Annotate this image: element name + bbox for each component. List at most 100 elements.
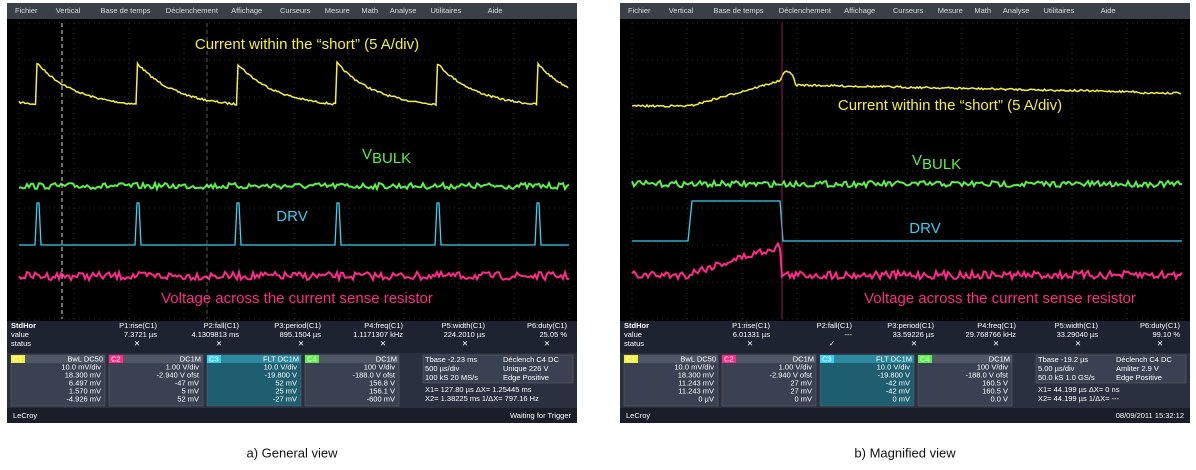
measure-value: 99.10 % xyxy=(1152,330,1180,339)
measure-status: ✕ xyxy=(216,339,222,348)
measure-area xyxy=(7,321,577,353)
menu-item[interactable]: Affichage xyxy=(231,6,262,15)
channel-value: 52 mV xyxy=(275,378,297,387)
menu-item[interactable]: Vertical xyxy=(56,6,81,15)
menu-item[interactable]: Math xyxy=(974,6,991,15)
menu-item[interactable]: Mesure xyxy=(938,6,963,15)
channel-box xyxy=(721,354,817,407)
row-label: StdHor xyxy=(624,321,649,330)
row-label: status xyxy=(624,339,644,348)
channel-value: -47 mV xyxy=(175,378,199,387)
channel-value: 160.5 V xyxy=(982,378,1008,387)
channel-tag xyxy=(11,355,25,363)
timebase-box xyxy=(422,354,574,384)
menu-item[interactable]: Aide xyxy=(488,6,503,15)
channel-header xyxy=(109,355,203,363)
menu-item[interactable]: Affichage xyxy=(844,6,875,15)
menu-item[interactable]: Math xyxy=(361,6,378,15)
channel-name[interactable]: C1 xyxy=(626,354,636,363)
menu-item[interactable]: Analyse xyxy=(390,6,417,15)
measure-value: 4.1309813 ms xyxy=(191,330,239,339)
menu-item[interactable]: Fichier xyxy=(15,6,38,15)
measure-name: P4:freq(C1) xyxy=(977,321,1016,330)
menu-item[interactable]: Utilitaires xyxy=(1044,6,1075,15)
channel-value: 0.0 V xyxy=(990,394,1008,403)
channel-mode: DC1M xyxy=(989,354,1010,363)
row-label: value xyxy=(624,330,642,339)
channel-value: 100 V/div xyxy=(977,362,1009,371)
channel-mode: BwL DC50 xyxy=(680,354,716,363)
channel-value: 25 mV xyxy=(275,386,297,395)
annotation: BULK xyxy=(372,150,411,167)
channel-mode: BwL DC50 xyxy=(67,354,103,363)
measure-name: P2:fall(C1) xyxy=(204,321,240,330)
channel-name[interactable]: C2 xyxy=(111,354,121,363)
menu-item[interactable]: Curseurs xyxy=(280,6,311,15)
channel-box xyxy=(819,354,915,407)
channel-value: 18.300 mV xyxy=(678,370,714,379)
measure-status: ✕ xyxy=(747,339,753,348)
measure-status: ✕ xyxy=(1157,339,1163,348)
menu-item[interactable]: Fichier xyxy=(628,6,651,15)
channel-mode: DC1M xyxy=(793,354,814,363)
trace-sense xyxy=(18,268,570,284)
channel-value: 5 mV xyxy=(181,386,199,395)
channel-header xyxy=(820,355,914,363)
menu-item[interactable]: Déclenchement xyxy=(779,6,832,15)
channel-tag xyxy=(624,355,638,363)
channel-name[interactable]: C1 xyxy=(13,354,23,363)
menu-item[interactable]: Base de temps xyxy=(101,6,151,15)
cursor-value: X1= 127.80 µs ΔX= 1.25445 ms xyxy=(425,385,532,394)
channel-box xyxy=(206,354,302,407)
channel-value: -19.800 V xyxy=(264,370,297,379)
menu-item[interactable]: Mesure xyxy=(325,6,350,15)
channel-value: 100 V/div xyxy=(364,362,396,371)
menu-item[interactable]: Aide xyxy=(1101,6,1116,15)
menu-item[interactable]: Déclenchement xyxy=(166,6,219,15)
channel-box xyxy=(108,354,204,407)
annotation: DRV xyxy=(909,220,940,237)
channel-value: -188.0 V ofst xyxy=(965,370,1008,379)
channel-box xyxy=(917,354,1013,407)
annotation: Current within the “short” (5 A/div) xyxy=(195,36,419,53)
channel-name[interactable]: C4 xyxy=(920,354,930,363)
channel-value: 1.570 mV xyxy=(69,386,101,395)
scope-screenshot: Fichier Vertical Base de temps Déclenchemen… xyxy=(620,3,1190,423)
measure-name: P1:rise(C1) xyxy=(119,321,157,330)
menu-item[interactable]: Utilitaires xyxy=(431,6,462,15)
measure-status: ✕ xyxy=(911,339,917,348)
channel-value: 18.300 mV xyxy=(65,370,101,379)
cursor-value: X1= 44.199 µs ΔX= 0 ns xyxy=(1038,385,1120,394)
channel-value: 0 µV xyxy=(698,394,714,403)
logo: LeCroy xyxy=(13,411,37,420)
timebase-value: 5.00 µs/div xyxy=(1038,364,1075,373)
channel-value: 156.8 V xyxy=(369,378,395,387)
channel-value: 11.243 mV xyxy=(678,378,714,387)
channel-name[interactable]: C3 xyxy=(822,354,832,363)
screen xyxy=(620,19,1190,321)
channel-name[interactable]: C2 xyxy=(724,354,734,363)
channel-name[interactable]: C4 xyxy=(307,354,317,363)
timebase-value: Tbase -19.2 µs xyxy=(1038,355,1088,364)
measure-name: P5:width(C1) xyxy=(1055,321,1099,330)
channel-name[interactable]: C3 xyxy=(209,354,219,363)
channel-value: -19.800 V xyxy=(877,370,910,379)
channel-value: -2.940 V ofst xyxy=(769,370,812,379)
channel-box xyxy=(623,354,719,407)
channel-value: 27 mV xyxy=(790,386,812,395)
timebase-value: 100 kS 20 MS/s xyxy=(425,373,478,382)
channel-value: -27 mV xyxy=(273,394,297,403)
measure-name: P3:period(C1) xyxy=(274,321,321,330)
channel-value: 1.00 V/div xyxy=(779,362,813,371)
trigger-value: Déclench C4 DC xyxy=(503,355,559,364)
measure-value: 7.3721 µs xyxy=(124,330,157,339)
menu-item[interactable]: Vertical xyxy=(669,6,694,15)
channel-header xyxy=(207,355,301,363)
channel-tag xyxy=(918,355,932,363)
timebase-value: Tbase -2.23 ms xyxy=(425,355,477,364)
menu-item[interactable]: Analyse xyxy=(1003,6,1030,15)
channel-value: 27 mV xyxy=(790,378,812,387)
menu-item[interactable]: Base de temps xyxy=(714,6,764,15)
menu-item[interactable]: Curseurs xyxy=(893,6,924,15)
annotation: V xyxy=(362,146,372,163)
